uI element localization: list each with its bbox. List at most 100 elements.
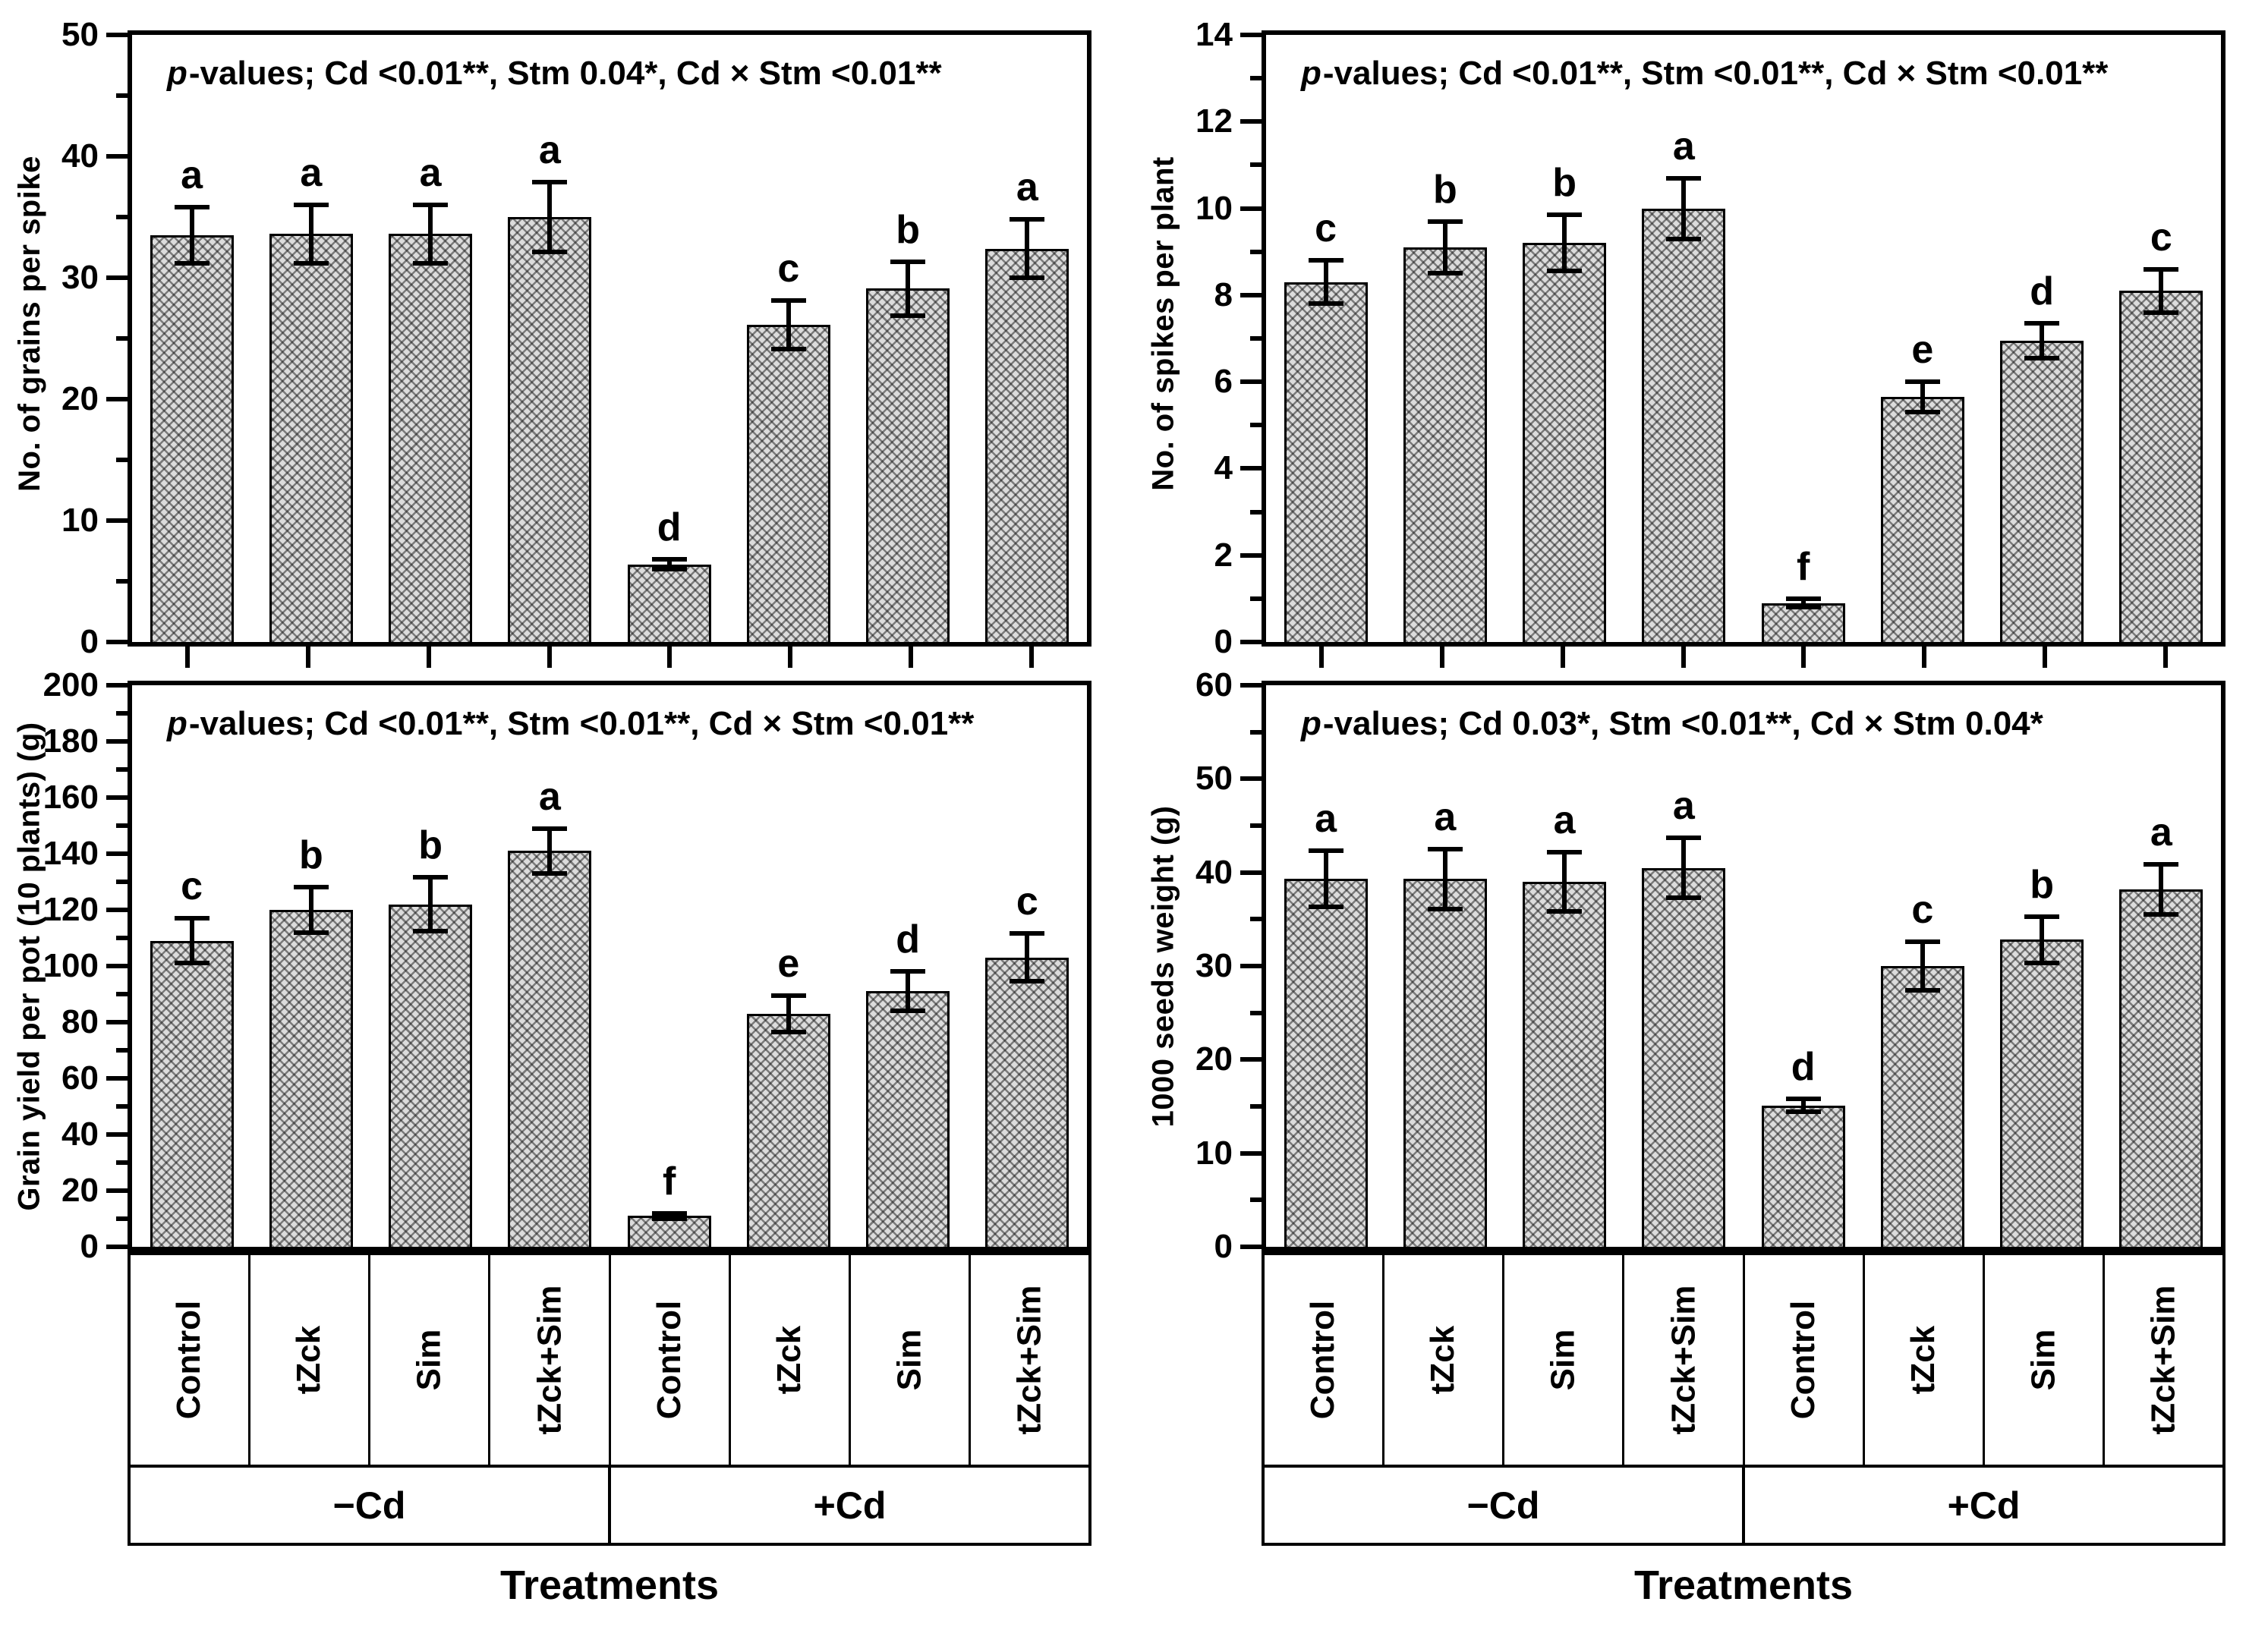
y-tick — [106, 640, 128, 644]
error-bar-cap — [532, 826, 568, 831]
bar — [2000, 340, 2084, 642]
y-tick — [116, 215, 128, 219]
x-tick — [2162, 647, 2168, 668]
bar-slot: c — [729, 35, 848, 642]
y-tick — [106, 154, 128, 159]
x-axis-ticks — [128, 647, 1091, 681]
y-tick — [1250, 1104, 1262, 1109]
bar-slot: f — [1744, 35, 1863, 642]
error-bar-cap — [2024, 321, 2060, 326]
y-tick — [116, 711, 128, 716]
error-bar-cap — [174, 260, 209, 266]
x-tick — [1028, 647, 1034, 668]
y-tick-label: 0 — [1214, 1228, 1233, 1265]
bar-slot: c — [132, 685, 251, 1247]
bar — [150, 235, 234, 642]
x-axis-ticks — [1262, 647, 2225, 681]
x-tick — [788, 647, 793, 668]
y-tick — [1250, 509, 1262, 515]
error-bar-cap — [1904, 988, 1940, 993]
y-tick — [1240, 964, 1262, 968]
y-tick — [116, 936, 128, 940]
error-bar — [1562, 215, 1567, 272]
y-tick — [106, 275, 128, 280]
x-tick — [1319, 647, 1325, 668]
y-tick — [106, 1132, 128, 1137]
bar — [389, 904, 473, 1247]
error-bar — [547, 181, 553, 253]
significance-letter: e — [1911, 328, 1934, 373]
significance-letter: a — [1672, 124, 1695, 168]
bar-slot: b — [1385, 35, 1504, 642]
bar-slot: b — [1505, 35, 1624, 642]
error-bar — [1800, 598, 1806, 608]
y-tick — [116, 1160, 128, 1165]
y-tick-label: 140 — [43, 835, 99, 872]
bar — [2119, 889, 2203, 1247]
x-tick — [667, 647, 673, 668]
y-tick — [1250, 423, 1262, 428]
error-bar — [1025, 933, 1030, 982]
error-bar — [666, 559, 672, 569]
error-bar-cap — [1010, 275, 1045, 280]
treatment-label-cell: tZck — [1862, 1255, 1983, 1465]
x-tick — [2042, 647, 2047, 668]
error-bar — [308, 887, 313, 933]
y-tick-label: 20 — [61, 1172, 99, 1209]
y-tick-label: 2 — [1214, 536, 1233, 574]
plot-area: p-values; Cd 0.03*, Stm <0.01**, Cd × St… — [1262, 681, 2225, 1251]
y-tick — [1240, 292, 1262, 297]
treatment-label-cell: tZck+Sim — [488, 1255, 608, 1465]
group-label-cell: −Cd — [1466, 1484, 1540, 1527]
y-tick-label: 8 — [1214, 275, 1233, 313]
treatment-label-cell: tZck+Sim — [1622, 1255, 1742, 1465]
bar — [1761, 1105, 1845, 1247]
bar — [1523, 243, 1607, 642]
error-bar-cap — [770, 993, 806, 998]
plot-column: p-values; Cd <0.01**, Stm <0.01**, Cd × … — [128, 681, 1091, 1625]
bar — [985, 957, 1069, 1247]
treatment-label: tZck+Sim — [1664, 1285, 1702, 1435]
bar — [985, 248, 1069, 642]
bar — [866, 288, 950, 642]
error-bar — [1920, 941, 1925, 991]
error-bar — [786, 301, 791, 350]
treatment-label: tZck+Sim — [1010, 1285, 1048, 1435]
significance-letter: c — [1016, 880, 1038, 924]
bar-slot: b — [371, 685, 490, 1247]
y-axis: 0 2 4 6 8 10 12 14 — [1193, 18, 1262, 659]
treatment-label-cell: Sim — [848, 1255, 969, 1465]
y-tick-label: 20 — [61, 380, 99, 417]
y-axis: 0 20 40 60 80 100 120 140 160 180 200 — [43, 669, 128, 1264]
y-tick — [106, 739, 128, 744]
y-tick — [1250, 76, 1262, 81]
error-bar — [1442, 848, 1447, 909]
y-tick-label: 180 — [43, 722, 99, 760]
y-tick — [1250, 729, 1262, 735]
y-tick-label: 6 — [1214, 363, 1233, 401]
y-tick-label: 30 — [61, 259, 99, 296]
plot-area: p-values; Cd <0.01**, Stm <0.01**, Cd × … — [1262, 30, 2225, 647]
panel-1000-seeds-weight: 1000 seeds weight (g) 0 10 20 30 40 50 60 p-va… — [1134, 669, 2268, 1627]
x-tick — [306, 647, 311, 668]
bar — [1284, 282, 1368, 642]
x-tick — [547, 647, 552, 668]
y-axis-title: No. of spikes per plant — [1146, 156, 1180, 491]
bar — [1642, 208, 1726, 642]
y-tick-label: 50 — [1195, 760, 1233, 798]
error-bar-cap — [1904, 410, 1940, 415]
error-bar-cap — [1785, 605, 1821, 610]
error-bar-cap — [1785, 596, 1821, 601]
p-values-annotation: p-values; Cd <0.01**, Stm <0.01**, Cd × … — [1301, 55, 2109, 92]
error-bar-cap — [1308, 301, 1343, 307]
significance-letter: a — [419, 151, 442, 195]
y-tick — [116, 992, 128, 996]
significance-letter: b — [1552, 161, 1577, 206]
bar-slot: d — [849, 685, 968, 1247]
y-tick — [1240, 870, 1262, 875]
significance-letter: a — [538, 774, 561, 819]
y-tick — [116, 1216, 128, 1221]
y-tick — [106, 518, 128, 523]
y-tick-label: 0 — [1214, 623, 1233, 660]
y-tick — [1240, 206, 1262, 211]
